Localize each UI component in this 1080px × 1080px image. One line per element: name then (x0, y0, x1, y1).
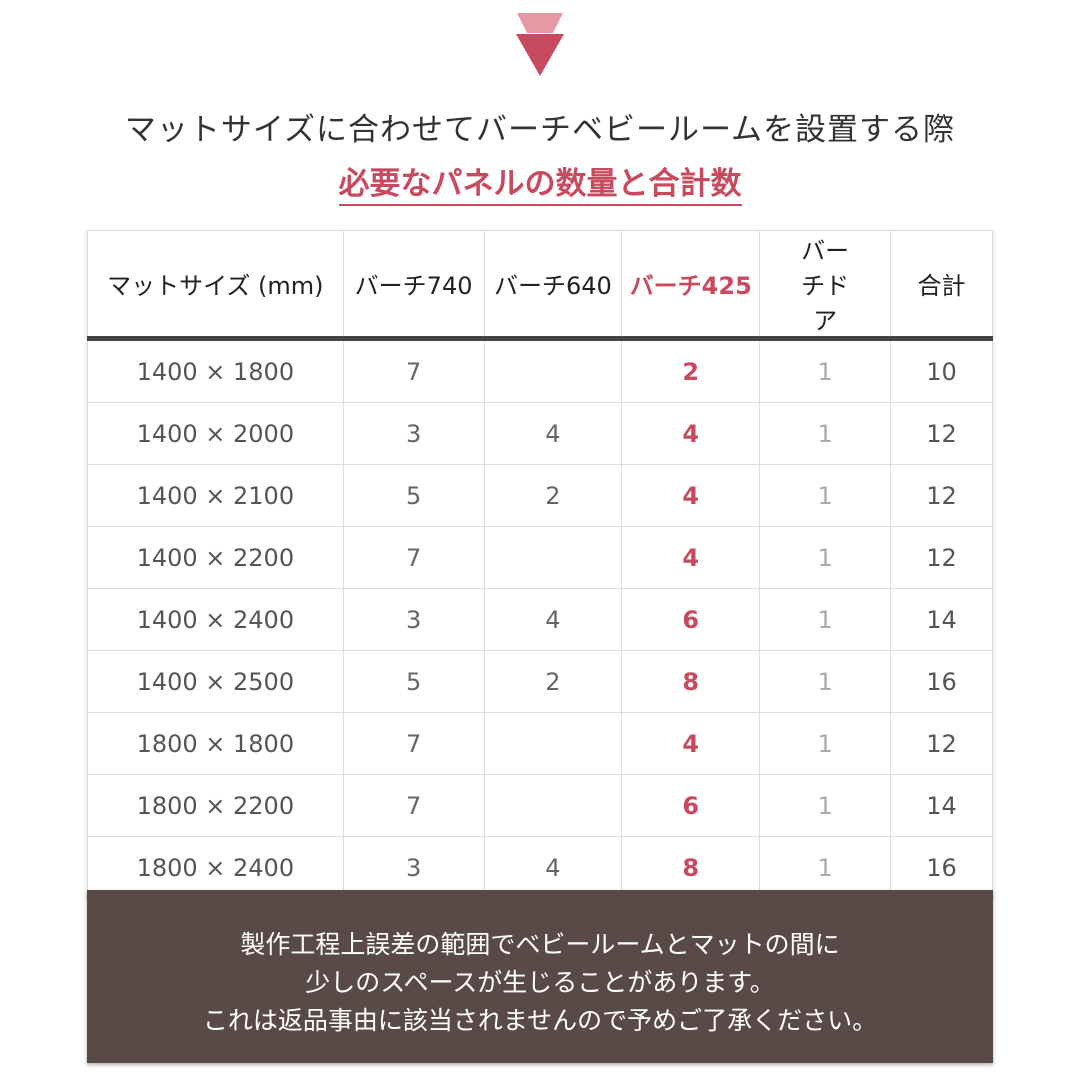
table-row: 1400 × 2500 5 2 8 1 16 (87, 650, 993, 713)
table-row: 1800 × 2400 3 4 8 1 16 (87, 836, 993, 899)
table-cell: 1 (759, 712, 892, 775)
table-cell (483, 338, 623, 403)
header-birch-door: バーチドア (759, 230, 892, 341)
table-cell (483, 712, 623, 775)
table-cell: 1 (759, 338, 892, 403)
table-cell: 5 (342, 464, 485, 527)
table-cell: 1 (759, 588, 892, 651)
table-cell: 4 (483, 588, 623, 651)
table-cell: 4 (621, 464, 761, 527)
header-birch-640: バーチ640 (483, 230, 623, 341)
table-cell: 1800 × 2200 (87, 774, 344, 837)
table-cell: 7 (342, 712, 485, 775)
table-row: 1800 × 2200 7 6 1 14 (87, 774, 993, 837)
table-cell: 1800 × 2400 (87, 836, 344, 899)
table-cell: 4 (621, 402, 761, 465)
table-row: 1400 × 2400 3 4 6 1 14 (87, 588, 993, 651)
table-cell: 1 (759, 464, 892, 527)
table-cell: 7 (342, 774, 485, 837)
table-cell: 8 (621, 650, 761, 713)
table-cell: 3 (342, 836, 485, 899)
table-cell: 3 (342, 588, 485, 651)
subheading: 必要なパネルの数量と合計数 (338, 166, 742, 206)
table-row: 1400 × 2100 5 2 4 1 12 (87, 464, 993, 527)
table-cell: 1400 × 2000 (87, 402, 344, 465)
table-cell: 6 (621, 588, 761, 651)
header-birch-425: バーチ425 (621, 230, 761, 341)
table-cell: 4 (621, 712, 761, 775)
table-cell (483, 774, 623, 837)
table-cell: 2 (621, 338, 761, 403)
table-cell: 14 (890, 588, 993, 651)
table-row: 1400 × 1800 7 2 1 10 (87, 338, 993, 403)
table-cell: 5 (342, 650, 485, 713)
table-cell: 1 (759, 650, 892, 713)
table-cell (483, 526, 623, 589)
table-cell: 4 (483, 402, 623, 465)
table-cell: 12 (890, 402, 993, 465)
table-cell: 7 (342, 338, 485, 403)
panel-quantity-table: マットサイズ (mm) バーチ740 バーチ640 バーチ425 バーチドア 合計 140… (87, 230, 993, 899)
table-cell: 12 (890, 712, 993, 775)
table-cell: 1 (759, 402, 892, 465)
table-cell: 7 (342, 526, 485, 589)
table-cell: 1 (759, 526, 892, 589)
header-mat-size: マットサイズ (mm) (87, 230, 344, 341)
table-cell: 1 (759, 774, 892, 837)
table-row: 1400 × 2200 7 4 1 12 (87, 526, 993, 589)
table-cell: 14 (890, 774, 993, 837)
table-cell: 1400 × 2400 (87, 588, 344, 651)
table-cell: 12 (890, 526, 993, 589)
table-cell: 2 (483, 464, 623, 527)
notice-box: 製作工程上誤差の範囲でベビールームとマットの間に 少しのスペースが生じることがあ… (87, 890, 993, 1063)
notice-line: 少しのスペースが生じることがあります。 (305, 968, 775, 997)
table-cell: 1400 × 2500 (87, 650, 344, 713)
table-cell: 1800 × 1800 (87, 712, 344, 775)
table-cell: 4 (621, 526, 761, 589)
notice-line: これは返品事由に該当されませんので予めご了承ください。 (202, 1006, 878, 1035)
notice-line: 製作工程上誤差の範囲でベビールームとマットの間に (240, 930, 840, 959)
table-cell: 6 (621, 774, 761, 837)
down-arrow-icon (516, 13, 564, 76)
heading: マットサイズに合わせてバーチベビールームを設置する際 (124, 112, 956, 148)
table-cell: 1400 × 1800 (87, 338, 344, 403)
table-cell: 12 (890, 464, 993, 527)
table-row: 1800 × 1800 7 4 1 12 (87, 712, 993, 775)
table-cell: 16 (890, 836, 993, 899)
table-cell: 10 (890, 338, 993, 403)
table-cell: 3 (342, 402, 485, 465)
header-total: 合計 (890, 230, 993, 341)
table-row: 1400 × 2000 3 4 4 1 12 (87, 402, 993, 465)
header-birch-740: バーチ740 (342, 230, 485, 341)
table-cell: 1400 × 2100 (87, 464, 344, 527)
table-cell: 2 (483, 650, 623, 713)
table-cell: 1400 × 2200 (87, 526, 344, 589)
table-cell: 16 (890, 650, 993, 713)
